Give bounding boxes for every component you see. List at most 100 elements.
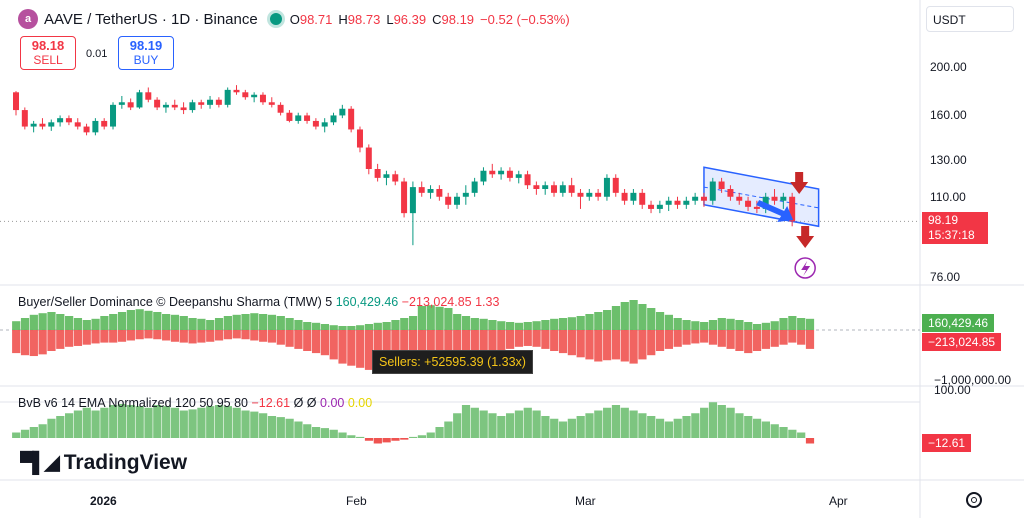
dominance-buy-bar [232, 314, 241, 330]
dominance-sell-bar [506, 330, 515, 349]
bvb-bar [576, 416, 585, 438]
dominance-sell-bar [82, 330, 91, 345]
candle-body [595, 192, 602, 197]
candle-body [154, 99, 161, 108]
dominance-buy-bar [788, 316, 797, 330]
bvb-bar [523, 407, 532, 438]
sellers-tooltip: Sellers: +52595.39 (1.33x) [372, 350, 533, 374]
currency-select[interactable]: USDT [926, 6, 1014, 32]
dominance-sell-bar [338, 330, 347, 364]
bvb-bar [700, 407, 709, 438]
dominance-buy-bar [567, 317, 576, 330]
dominance-sell-bar [179, 330, 188, 343]
bvb-bar [276, 417, 285, 438]
dominance-sell-bar [567, 330, 576, 356]
dominance-buy-bar [109, 314, 118, 330]
candle-body [559, 185, 566, 193]
last-price: 98.19 [928, 213, 959, 227]
dominance-sell-bar [708, 330, 718, 345]
dominance-buy-bar [12, 321, 21, 330]
sell-arrow-icon [790, 172, 809, 194]
candle-body [365, 147, 372, 170]
dominance-buy-bar [550, 318, 559, 330]
bvb-bar [250, 411, 259, 438]
dominance-sell-bar [752, 330, 762, 351]
dominance-buy-bar [356, 325, 365, 330]
tradingview-logo[interactable]: ▀▌◢ TradingView [20, 450, 187, 475]
dominance-sell-bar [47, 330, 56, 351]
bvb-bar [611, 405, 621, 438]
candle-body [259, 94, 266, 103]
dominance-buy-bar [206, 320, 215, 330]
dominance-buy-bar [400, 318, 409, 330]
dominance-sell-bar [126, 330, 135, 341]
dominance-sell-bar [805, 330, 815, 349]
dominance-buy-bar [691, 321, 700, 330]
settings-gear-icon[interactable] [966, 492, 982, 508]
ohlc-high: H98.73 [338, 11, 381, 27]
dominance-sell-bar [285, 330, 294, 347]
candle-body [277, 104, 284, 113]
candle-body [551, 185, 558, 193]
dominance-buy-bar [91, 318, 100, 330]
bvb-bar [364, 438, 374, 441]
dominance-buy-bar [770, 321, 779, 330]
dominance-sell-bar [91, 330, 100, 344]
dominance-sell-bar [400, 330, 409, 364]
ohlc-open: O98.71 [289, 11, 333, 27]
dominance-buy-bar [726, 318, 735, 330]
bvb-params: 14 EMA Normalized 120 50 95 80 [61, 396, 249, 410]
dominance-buy-bar [700, 322, 709, 330]
dominance-sell-bar [135, 330, 144, 340]
bvb-bar [391, 438, 400, 441]
dominance-sell-bar [144, 330, 153, 339]
candle-body [621, 192, 628, 201]
candle-body [780, 196, 787, 201]
dominance-buy-bar [179, 316, 188, 330]
bvb-bar [232, 407, 241, 438]
candle-body [603, 177, 610, 197]
candle-body [286, 112, 293, 121]
sell-arrow-icon [796, 226, 815, 248]
candle-body [118, 102, 125, 105]
y-tick-label: 200.00 [930, 60, 967, 74]
candle-body [392, 174, 399, 182]
bvb-bar [153, 405, 162, 438]
bvb-legend[interactable]: BvB v6 14 EMA Normalized 120 50 95 80 −1… [18, 396, 372, 410]
bvb-bar [82, 407, 91, 438]
bvb-bar [311, 427, 321, 438]
bvb-bar [162, 406, 171, 438]
bvb-bar [655, 418, 665, 438]
bvb-bar [744, 416, 753, 438]
y-tick-label: 110.00 [930, 189, 966, 204]
candle-body [383, 174, 390, 178]
bvb-bar [91, 410, 100, 438]
bvb-bar [461, 405, 471, 438]
dominance-buy-bar [805, 318, 815, 330]
bvb-bar [188, 409, 197, 438]
buy-button[interactable]: 98.19 BUY [118, 36, 174, 70]
dominance-buy-bar [82, 320, 91, 330]
bvb-bar [708, 402, 718, 438]
dominance-sell-bar [673, 330, 682, 347]
candle-body [312, 120, 319, 127]
symbol-header[interactable]: a AAVE / TetherUS · 1D · Binance O98.71 … [18, 8, 576, 30]
dominance-sell-bar [779, 330, 788, 345]
bvb-bar [47, 418, 56, 438]
candle-body [198, 102, 205, 105]
tradingview-logo-icon: ▀▌◢ [20, 452, 60, 474]
sell-button[interactable]: 98.18 SELL [20, 36, 76, 70]
dominance-sell-bar [267, 330, 277, 343]
dominance-sell-bar [109, 330, 118, 343]
dominance-sell-bar [726, 330, 735, 349]
dominance-sell-bar [56, 330, 65, 349]
candle-body [356, 129, 363, 148]
bvb-bar [567, 418, 576, 438]
candle-body [718, 181, 725, 189]
dominance-sell-bar [12, 330, 21, 354]
dominance-legend[interactable]: Buyer/Seller Dominance © Deepanshu Sharm… [18, 295, 499, 309]
dominance-sell-bar [373, 330, 382, 369]
bvb-bar [267, 416, 277, 438]
logo-text: TradingView [63, 450, 188, 474]
